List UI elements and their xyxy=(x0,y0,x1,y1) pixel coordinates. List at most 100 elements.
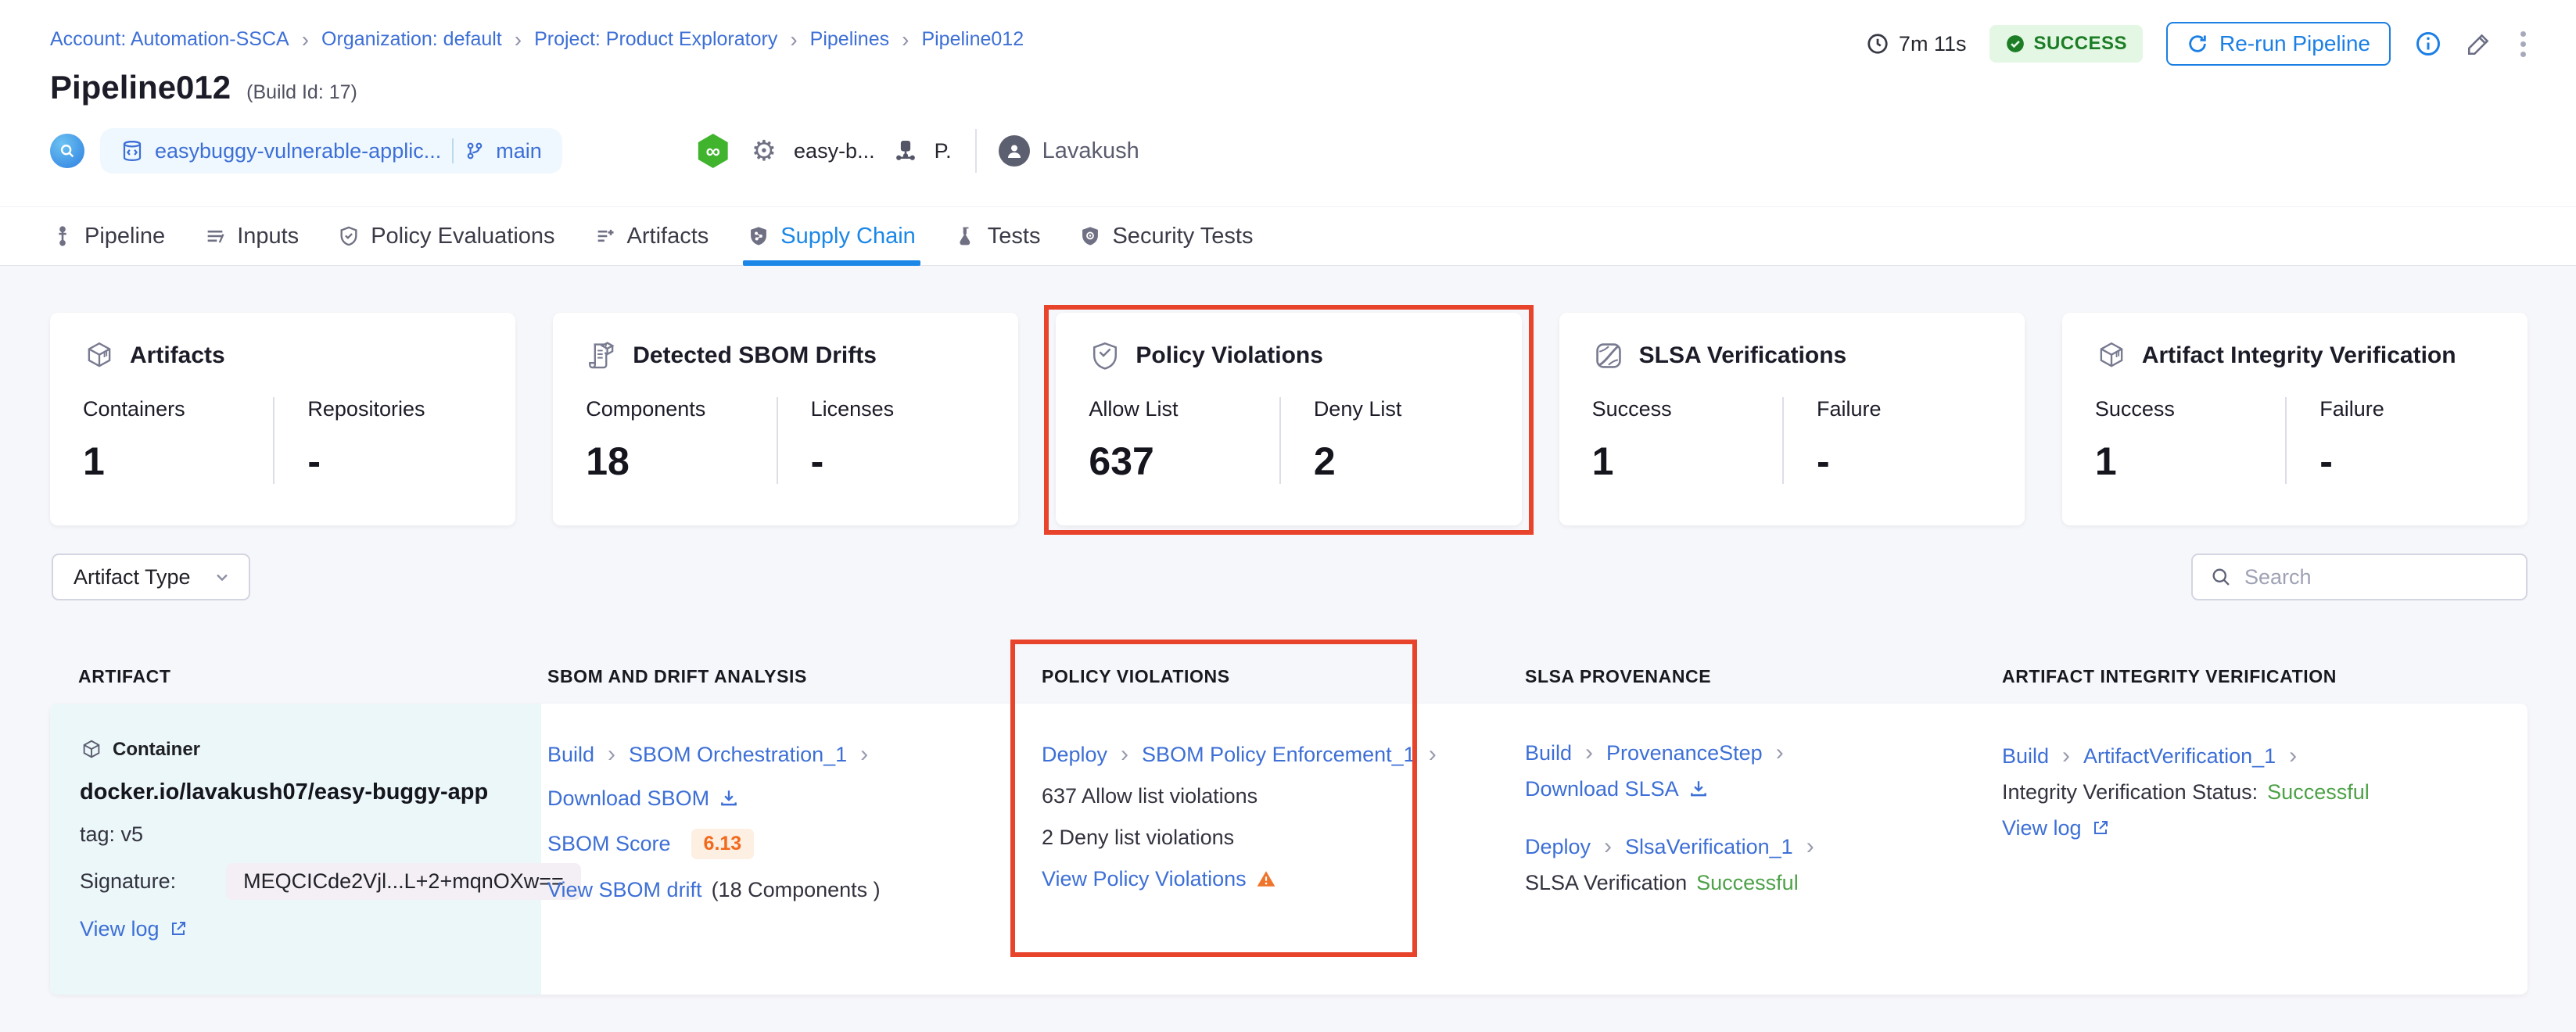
integrity-cell: Build › ArtifactVerification_1 › Integri… xyxy=(2002,704,2370,994)
repository-icon xyxy=(120,139,144,163)
build-id: (Build Id: 17) xyxy=(246,81,357,103)
stage-link[interactable]: Build xyxy=(1525,740,1573,765)
signature-value[interactable]: MEQCICde2Vjl...L+2+mqnOXw== xyxy=(226,863,581,900)
step-link[interactable]: ProvenanceStep xyxy=(1606,740,1763,765)
metric-value: - xyxy=(307,439,321,483)
metric-value: 1 xyxy=(2094,439,2117,483)
more-options-icon[interactable] xyxy=(2516,27,2531,62)
search-icon xyxy=(2210,566,2232,588)
table-row: Container docker.io/lavakush07/easy-bugg… xyxy=(50,704,2528,994)
metric-value: 1 xyxy=(83,439,105,483)
chevron-down-icon xyxy=(213,568,231,586)
info-icon[interactable] xyxy=(2414,30,2442,58)
download-sbom-link[interactable]: Download SBOM xyxy=(547,786,710,810)
step-link[interactable]: SBOM Policy Enforcement_1 xyxy=(1142,742,1415,766)
metric-label: Allow List xyxy=(1089,397,1179,421)
chevron-right-icon: › xyxy=(2289,743,2298,769)
sbom-score-link[interactable]: SBOM Score xyxy=(547,832,671,855)
chevron-right-icon: › xyxy=(1121,741,1129,767)
metric-value: 2 xyxy=(1313,439,1336,483)
tab-policy-evaluations[interactable]: Policy Evaluations xyxy=(338,207,555,265)
metric-label: Failure xyxy=(1817,397,1882,421)
view-log-link[interactable]: View log xyxy=(80,916,160,941)
stage-link[interactable]: Build xyxy=(2002,744,2050,768)
shield-check-icon xyxy=(1089,339,1121,372)
metric-label: Containers xyxy=(83,397,185,421)
cube-icon xyxy=(2095,339,2128,372)
tab-bar: Pipeline Inputs Policy Evaluations Artif… xyxy=(0,206,2576,266)
card-policy-violations[interactable]: Policy Violations Allow List 637 Deny Li… xyxy=(1044,305,1534,535)
repo-branch-pill[interactable]: easybuggy-vulnerable-applic... main xyxy=(100,128,562,174)
metric-label: Success xyxy=(2094,397,2175,421)
metric-value: 18 xyxy=(586,439,630,483)
slsa-status-value: Successful xyxy=(1696,870,1799,894)
search-input[interactable] xyxy=(2244,564,2509,589)
rerun-pipeline-button[interactable]: Re-run Pipeline xyxy=(2166,22,2391,66)
step-link[interactable]: ArtifactVerification_1 xyxy=(2083,744,2276,768)
card-artifacts[interactable]: Artifacts Containers 1 Repositories - xyxy=(50,313,516,525)
tab-security-tests[interactable]: Security Tests xyxy=(1079,207,1253,265)
chevron-right-icon: › xyxy=(514,27,522,52)
slsa-icon xyxy=(1592,339,1625,372)
chevron-right-icon: › xyxy=(902,27,909,52)
user-name: Lavakush xyxy=(1042,138,1139,163)
page-title: Pipeline012 xyxy=(50,69,231,106)
chevron-right-icon: › xyxy=(790,27,798,52)
breadcrumb-organization[interactable]: Organization: default xyxy=(321,28,502,50)
metric-label: Success xyxy=(1591,397,1672,421)
metric-value: - xyxy=(1817,439,1830,483)
ci-hexagon-icon: ∞ xyxy=(698,134,728,168)
download-slsa-link[interactable]: Download SLSA xyxy=(1525,776,1679,801)
divider xyxy=(974,129,977,173)
view-policy-violations-link[interactable]: View Policy Violations xyxy=(1042,866,1247,890)
branch-name: main xyxy=(496,138,542,163)
card-slsa-verifications[interactable]: SLSA Verifications Success 1 Failure - xyxy=(1559,313,2025,525)
tab-inputs[interactable]: Inputs xyxy=(204,207,299,265)
step-link[interactable]: SlsaVerification_1 xyxy=(1625,834,1793,858)
chevron-right-icon: › xyxy=(301,27,310,52)
breadcrumb-current[interactable]: Pipeline012 xyxy=(921,28,1024,50)
tab-artifacts[interactable]: Artifacts xyxy=(594,207,709,265)
trigger-short-name[interactable]: P. xyxy=(934,138,952,163)
chevron-right-icon: › xyxy=(608,741,616,767)
col-header-integrity: ARTIFACT INTEGRITY VERIFICATION xyxy=(2002,666,2337,686)
flask-icon xyxy=(955,225,977,247)
tab-tests[interactable]: Tests xyxy=(955,207,1040,265)
cube-icon xyxy=(83,339,116,372)
breadcrumb-pipelines[interactable]: Pipelines xyxy=(809,28,890,50)
pipeline-meta: easybuggy-vulnerable-applic... main ∞ ⚙ … xyxy=(50,127,1139,175)
chevron-right-icon: › xyxy=(1428,741,1437,767)
search-box xyxy=(2191,554,2528,600)
warning-triangle-icon xyxy=(1256,869,1276,889)
metric-label: Licenses xyxy=(810,397,895,421)
tab-pipeline[interactable]: Pipeline xyxy=(52,207,165,265)
view-sbom-drift-link[interactable]: View SBOM drift xyxy=(547,877,702,901)
chevron-right-icon: › xyxy=(860,741,869,767)
card-artifact-integrity[interactable]: Artifact Integrity Verification Success … xyxy=(2061,313,2528,525)
divider xyxy=(452,138,454,163)
breadcrumb-project[interactable]: Project: Product Exploratory xyxy=(534,28,778,50)
metric-label: Deny List xyxy=(1313,397,1402,421)
view-log-link[interactable]: View log xyxy=(2002,815,2082,840)
check-circle-icon xyxy=(2005,34,2025,54)
signature-label: Signature: xyxy=(80,869,177,893)
col-header-artifact: ARTIFACT xyxy=(78,666,171,686)
breadcrumb: Account: Automation-SSCA › Organization:… xyxy=(50,28,1024,51)
chevron-right-icon: › xyxy=(1775,740,1784,765)
artifact-type-dropdown[interactable]: Artifact Type xyxy=(52,554,250,600)
breadcrumb-account[interactable]: Account: Automation-SSCA xyxy=(50,28,289,50)
external-link-icon xyxy=(2091,819,2110,837)
trigger-pipeline-name[interactable]: easy-b... xyxy=(794,138,875,163)
pipeline-duration: 7m 11s xyxy=(1866,32,1966,56)
edit-pencil-icon[interactable] xyxy=(2466,30,2492,57)
metric-value: - xyxy=(2319,439,2333,483)
stage-link[interactable]: Deploy xyxy=(1042,742,1108,766)
stage-link[interactable]: Deploy xyxy=(1525,834,1591,858)
card-sbom-drifts[interactable]: Detected SBOM Drifts Components 18 Licen… xyxy=(553,313,1019,525)
metric-value: 1 xyxy=(1591,439,1614,483)
artifact-list-icon xyxy=(594,225,616,247)
tab-supply-chain[interactable]: Supply Chain xyxy=(743,207,920,266)
step-link[interactable]: SBOM Orchestration_1 xyxy=(629,742,848,766)
shield-check-icon xyxy=(338,225,360,247)
stage-link[interactable]: Build xyxy=(547,742,595,766)
